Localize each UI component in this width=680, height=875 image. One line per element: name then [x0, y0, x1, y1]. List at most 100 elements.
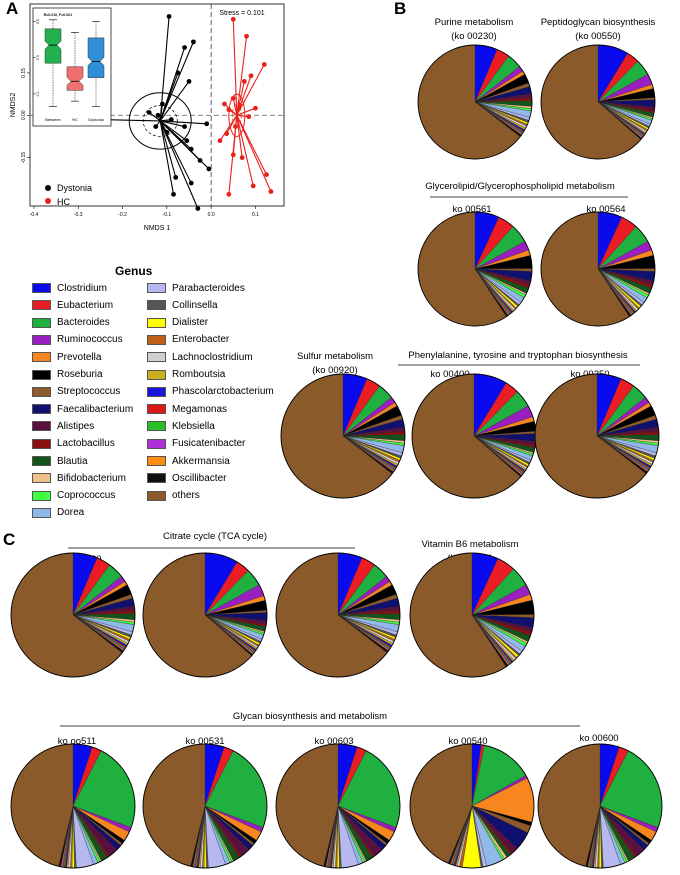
legend-swatch	[147, 317, 166, 328]
pie-ko-label: ko 00600	[579, 733, 618, 744]
pie-chart-ko00600: ko 00600	[537, 733, 663, 869]
data-point-dystonia	[188, 146, 194, 152]
data-point-hc	[230, 95, 236, 101]
y-tick-label: 0.00	[21, 110, 27, 120]
legend-swatch	[147, 283, 166, 293]
pie-ko-label: ko oo511	[58, 736, 96, 747]
data-point-dystonia	[191, 39, 196, 45]
legend-item-faecalibacterium: Faecalibacterium	[32, 402, 133, 416]
pie-outline	[537, 743, 663, 869]
pie-ko-label: ko 00603	[314, 736, 353, 747]
pie-outline	[540, 44, 656, 160]
data-point-dystonia	[182, 45, 187, 50]
pie-ko-label: ko 00564	[586, 204, 625, 215]
legend-label: Fusicatenibacter	[172, 438, 246, 450]
pie-chart-kooo511: ko oo511	[10, 736, 136, 869]
legend-item-bifidobacterium: Bifidobacterium	[32, 471, 126, 485]
inset-y-tick-label: 0.5	[36, 19, 40, 24]
legend-item-eubacterium: Eubacterium	[32, 298, 113, 312]
data-point-hc	[268, 189, 274, 194]
y-tick-label: -0.15	[21, 152, 27, 164]
data-point-dystonia	[206, 166, 212, 172]
data-point-hc	[226, 107, 232, 113]
legend-item-others: others	[147, 489, 200, 503]
data-point-hc	[226, 191, 232, 197]
data-point-dystonia	[160, 101, 165, 107]
pie-ko-label: (ko 00230)	[451, 31, 496, 42]
ellipse-hc	[228, 93, 246, 137]
data-point-dystonia	[155, 112, 161, 118]
data-point-dystonia	[168, 117, 174, 122]
spider-line	[232, 98, 238, 116]
data-point-dystonia	[171, 191, 176, 197]
legend-swatch	[32, 507, 51, 518]
ellipse-dystonia	[128, 92, 192, 150]
legend-swatch	[32, 369, 51, 380]
pie-outline	[142, 743, 268, 869]
pie-chart-ko00750: Vitamin B6 metabolism(ko 00750)	[409, 539, 535, 678]
spider-line	[236, 115, 272, 192]
legend-item-clostridium: Clostridium	[32, 281, 107, 295]
legend-label: Blautia	[57, 455, 88, 467]
group-title-phenylalanine: Phenylalanine, tyrosine and tryptophan b…	[408, 350, 627, 361]
legend-swatch	[32, 386, 51, 397]
y-tick-label: 0.15	[21, 68, 27, 78]
spider-line	[159, 120, 177, 178]
data-point-hc	[261, 62, 267, 67]
legend-item-dorea: Dorea	[32, 506, 84, 520]
inset-y-tick-label: 0.3	[36, 55, 40, 60]
x-tick-label: -0.1	[163, 212, 172, 218]
legend-label: Bifidobacterium	[57, 472, 126, 484]
legend-label: Alistipes	[57, 420, 95, 432]
box-hc	[66, 66, 84, 91]
legend-label: Dorea	[57, 507, 85, 519]
panel-label-b: B	[394, 0, 406, 18]
data-point-dystonia	[188, 180, 194, 186]
spider-line	[232, 19, 238, 116]
spider-line	[236, 115, 243, 158]
data-point-hc	[224, 131, 230, 137]
legend-item-roseburia: Roseburia	[32, 368, 103, 382]
legend-label: Klebsiella	[172, 420, 215, 432]
legend-item-blautia: Blautia	[32, 454, 88, 468]
pie-chart-ko00561: ko 00561	[417, 204, 533, 327]
data-point-dystonia	[197, 158, 203, 163]
pie-outline	[280, 373, 406, 499]
inset-annotation: R=0.210, P=0.001	[44, 13, 72, 17]
legend-item-romboutsia: Romboutsia	[147, 368, 225, 382]
legend-swatch	[147, 404, 166, 415]
legend-label: Prevotella	[57, 351, 102, 363]
legend-label: Lactobacillus	[57, 438, 115, 450]
legend-label: Dialister	[172, 317, 209, 329]
x-axis-label: NMDS 1	[144, 225, 171, 232]
data-point-hc	[241, 79, 247, 84]
data-point-dystonia	[182, 124, 187, 129]
legend-swatch	[147, 386, 166, 397]
pie-ko-label: (ko 00920)	[312, 365, 357, 376]
legend-swatch	[32, 283, 51, 293]
nmds-frame	[29, 3, 285, 207]
spider-line	[236, 115, 254, 187]
legend-item-prevotella: Prevotella	[32, 350, 101, 364]
inset-x-label: HC	[72, 117, 78, 122]
data-point-hc	[230, 152, 236, 158]
pie-ko-label: ko 00540	[448, 736, 487, 747]
pie-ko-label: ko 00531	[185, 736, 224, 747]
data-point-dystonia	[195, 206, 201, 211]
legend-label: Eubacterium	[57, 299, 114, 311]
inset-x-label: Dystonia	[88, 117, 104, 122]
legend-swatch	[147, 421, 166, 432]
data-point-hc	[246, 114, 252, 120]
legend-label: Akkermansia	[172, 455, 230, 467]
legend-label: Roseburia	[57, 369, 103, 380]
pie-chart-ko00920: Sulfur metabolism (ko 00920)	[280, 351, 406, 499]
data-point-dystonia	[153, 124, 159, 129]
pie-title: Purine metabolism	[435, 17, 514, 28]
spider-line	[236, 64, 265, 116]
spider-line	[159, 41, 194, 122]
legend-swatch	[147, 438, 166, 449]
pie-chart-ko00603: ko 00603	[275, 736, 401, 869]
data-point-dystonia	[146, 110, 152, 115]
data-point-hc	[264, 172, 269, 177]
spider-line	[159, 120, 192, 184]
